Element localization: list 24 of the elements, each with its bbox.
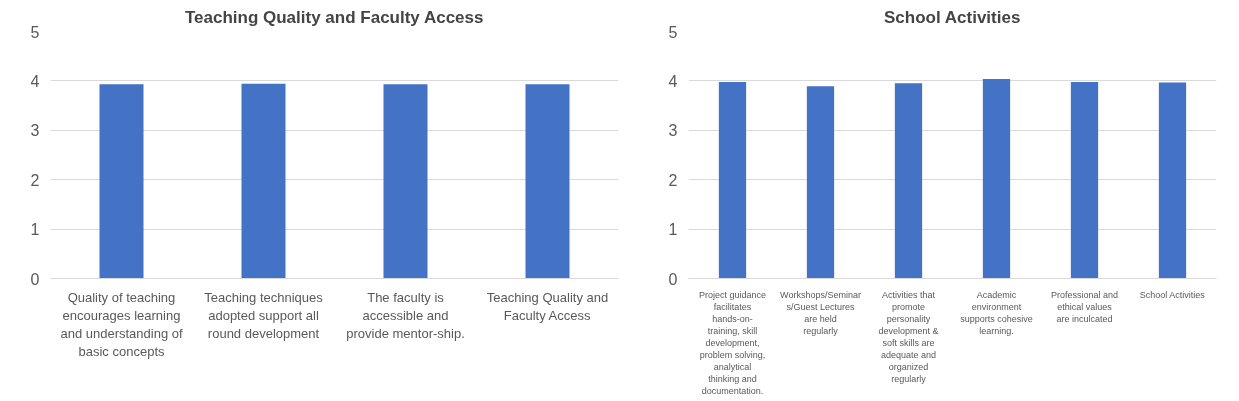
- y-tick-label: 3: [30, 122, 40, 140]
- y-tick-label: 4: [30, 72, 40, 90]
- y-tick-label: 3: [668, 122, 678, 140]
- y-tick-label: 5: [668, 23, 678, 41]
- x-tick-label: Activities that promote personality development & soft skills are adequate and organized regularly: [878, 289, 939, 384]
- x-tick-label: The faculty is accessible and provide mentor-ship.: [346, 289, 465, 341]
- y-tick-label: 5: [30, 23, 40, 41]
- y-tick-label: 0: [30, 270, 40, 288]
- x-tick-label: Workshops/Seminars/Guest Lectures are held regularly: [780, 289, 861, 336]
- category-label: Project guidance facilitates hands-on-training, skill development, problem solving, analytical thinking and documentation.: [698, 289, 767, 396]
- y-tick-label: 4: [668, 72, 678, 90]
- x-tick-label: Teaching techniques adopted support all round development: [204, 289, 324, 341]
- x-tick-label: School Activities: [1139, 289, 1206, 300]
- y-tick-label: 2: [30, 171, 40, 189]
- y-tick-label: 2: [668, 171, 678, 189]
- x-tick-label: Quality of teaching encourages learning and understanding of basic concepts: [60, 289, 183, 359]
- x-tick-label: Academic environment supports cohesive learning.: [960, 289, 1033, 336]
- y-tick-label: 1: [30, 221, 40, 239]
- x-tick-label: Teaching Quality and Faculty Access: [486, 289, 609, 323]
- x-tick-label: Professional and ethical values are inculcated: [1050, 289, 1119, 324]
- y-tick-label: 1: [668, 221, 678, 239]
- chart-title: Teaching Quality and Faculty Access: [184, 7, 484, 27]
- chart-title: School Activities: [884, 7, 1021, 27]
- y-tick-label: 0: [668, 270, 678, 288]
